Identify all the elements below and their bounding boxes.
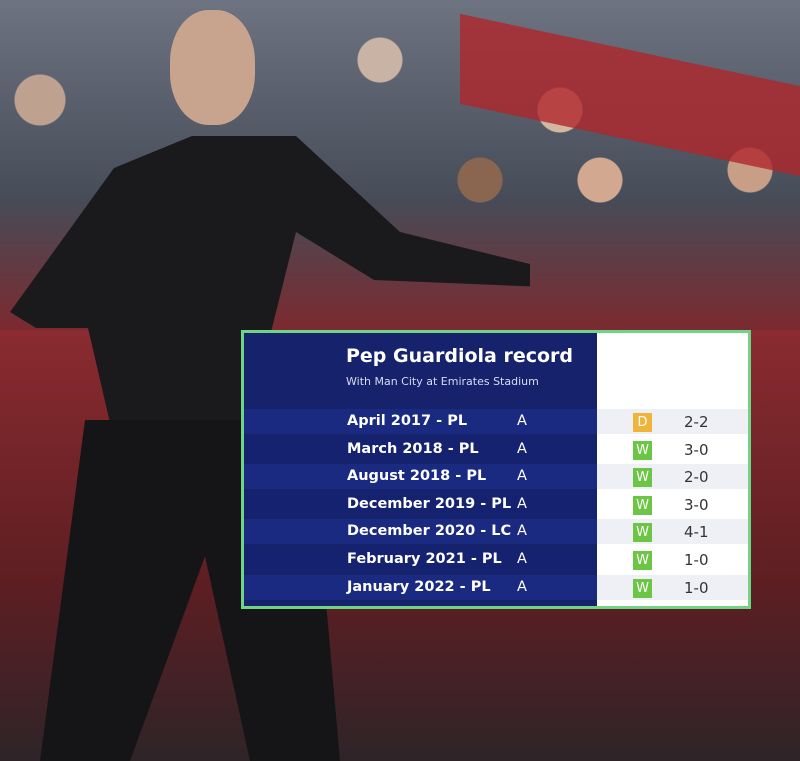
result-badge: W (633, 440, 652, 460)
table-row: April 2017 - PL A D 2-2 (244, 408, 748, 436)
row-right-bg (597, 574, 748, 600)
result-badge: W (633, 550, 652, 570)
table-row: January 2022 - PL A W 1-0 (244, 574, 748, 602)
match-score: 1-0 (684, 550, 709, 569)
match-venue: A (517, 495, 527, 512)
record-table: April 2017 - PL A D 2-2 March 2018 - PL … (244, 408, 748, 601)
match-score: 2-0 (684, 468, 709, 487)
row-left-bg (244, 546, 597, 572)
match-venue: A (517, 550, 527, 567)
match-venue: A (517, 468, 527, 485)
row-left-bg (244, 491, 597, 517)
match-date: December 2020 - LC (347, 523, 512, 540)
match-score: 2-2 (684, 413, 709, 431)
row-left-bg (244, 464, 597, 490)
table-row: February 2021 - PL A W 1-0 (244, 546, 748, 574)
table-row: December 2020 - LC A W 4-1 (244, 518, 748, 546)
result-badge: W (633, 523, 652, 543)
row-right-bg (597, 464, 748, 490)
row-right-bg (597, 491, 748, 517)
match-date: April 2017 - PL (347, 413, 468, 429)
row-left-bg (244, 574, 597, 600)
match-venue: A (517, 413, 527, 429)
result-badge: D (633, 413, 652, 432)
match-venue: A (517, 440, 527, 457)
match-score: 3-0 (684, 495, 709, 514)
result-badge: W (633, 468, 652, 488)
row-right-bg (597, 546, 748, 572)
row-right-bg (597, 519, 748, 545)
match-date: March 2018 - PL (347, 440, 479, 457)
match-score: 3-0 (684, 440, 709, 459)
match-date: February 2021 - PL (347, 550, 502, 567)
result-badge: W (633, 495, 652, 515)
table-row: December 2019 - PL A W 3-0 (244, 491, 748, 519)
match-score: 1-0 (684, 578, 709, 597)
match-date: January 2022 - PL (347, 578, 491, 595)
row-left-bg (244, 409, 597, 434)
row-right-bg (597, 409, 748, 434)
row-left-bg (244, 519, 597, 545)
match-venue: A (517, 578, 527, 595)
graphic-subtitle: With Man City at Emirates Stadium (346, 375, 539, 388)
result-badge: W (633, 578, 652, 598)
table-row: August 2018 - PL A W 2-0 (244, 463, 748, 491)
match-date: December 2019 - PL (347, 495, 512, 512)
graphic-title: Pep Guardiola record (346, 345, 573, 367)
match-venue: A (517, 523, 527, 540)
row-right-bg (597, 436, 748, 462)
row-left-bg (244, 436, 597, 462)
manager-head (170, 10, 255, 125)
table-row: March 2018 - PL A W 3-0 (244, 436, 748, 464)
record-graphic: Pep Guardiola record With Man City at Em… (241, 330, 751, 609)
match-date: August 2018 - PL (347, 468, 487, 485)
match-score: 4-1 (684, 523, 709, 542)
